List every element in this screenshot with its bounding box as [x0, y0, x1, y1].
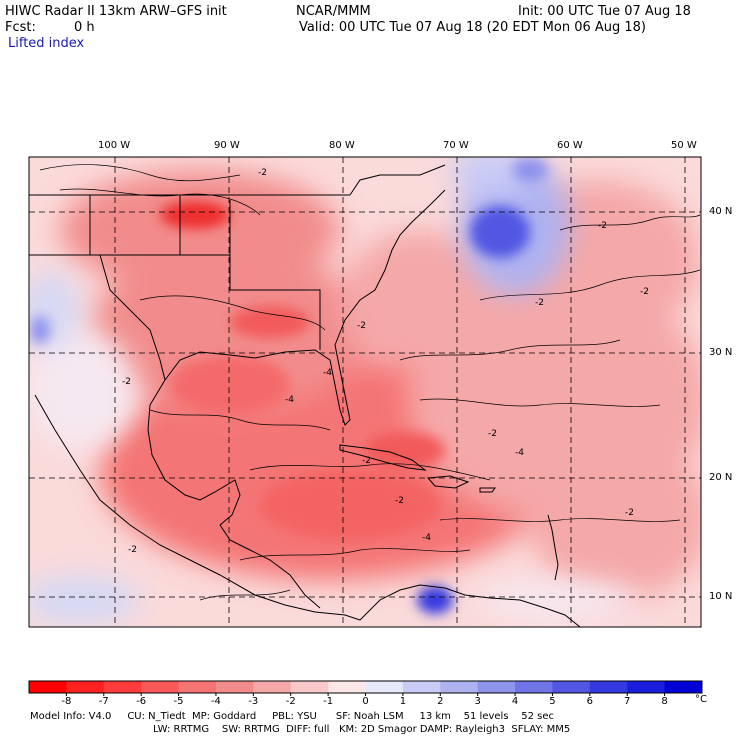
- legend-swatch: [290, 681, 329, 693]
- model-title: HIWC Radar II 13km ARW–GFS init: [5, 4, 227, 19]
- lon-label: 90 W: [214, 140, 240, 151]
- fcst-value: 0 h: [74, 20, 95, 35]
- contour-label: -2: [395, 496, 404, 506]
- legend-label: -4: [210, 696, 221, 707]
- lon-label: 80 W: [329, 140, 355, 151]
- legend-label: -8: [61, 696, 72, 707]
- lon-label: 100 W: [98, 140, 131, 151]
- legend-label: -1: [323, 696, 334, 707]
- legend-label: -2: [285, 696, 296, 707]
- contour-label: -2: [362, 456, 371, 466]
- lat-label: 30 N: [709, 347, 733, 358]
- fcst-label: Fcst:: [5, 20, 36, 35]
- model-info-line2: LW: RRTMG SW: RRTMG DIFF: full KM: 2D Sm…: [153, 724, 571, 735]
- legend-label: 6: [586, 696, 594, 707]
- legend-swatch: [440, 681, 479, 693]
- legend-label: 8: [661, 696, 668, 707]
- lifted-index-field: -2 -2 -2 -4 -2 -4 -2 -2 -2 -2 -4 -2 -2 -…: [29, 157, 701, 627]
- contour-label: -4: [422, 533, 431, 543]
- lon-label: 70 W: [443, 140, 469, 151]
- legend-swatch: [365, 681, 404, 693]
- lat-label: 20 N: [709, 472, 733, 483]
- legend-swatch: [215, 681, 254, 693]
- lat-label: 10 N: [709, 591, 733, 602]
- lon-label: 60 W: [557, 140, 583, 151]
- legend-label: -5: [173, 696, 184, 707]
- legend-swatch: [627, 681, 666, 693]
- contour-label: -2: [598, 221, 607, 231]
- contour-label: -4: [323, 368, 332, 378]
- lat-label: 40 N: [709, 206, 733, 217]
- legend-label: 5: [549, 696, 556, 707]
- legend-label: -7: [98, 696, 109, 707]
- contour-label: -2: [535, 298, 544, 308]
- valid-time: Valid: 00 UTC Tue 07 Aug 18 (20 EDT Mon …: [299, 20, 647, 35]
- legend-swatch: [328, 681, 366, 693]
- legend-swatch: [552, 681, 591, 693]
- legend-label: 0: [362, 696, 369, 707]
- legend-label: 7: [624, 696, 631, 707]
- contour-label: -2: [357, 321, 366, 331]
- color-legend: [28, 680, 703, 696]
- legend-label: -6: [136, 696, 147, 707]
- contour-label: -2: [488, 429, 497, 439]
- legend-swatch: [253, 681, 292, 693]
- init-time: Init: 00 UTC Tue 07 Aug 18: [518, 4, 691, 19]
- legend-swatch: [178, 681, 217, 693]
- legend-label: 3: [474, 696, 481, 707]
- legend-swatch: [477, 681, 516, 693]
- contour-label: -4: [285, 395, 294, 405]
- field-name: Lifted index: [8, 36, 85, 51]
- contour-label: -2: [122, 377, 131, 387]
- model-info-line1: Model Info: V4.0 CU: N_Tiedt MP: Goddard…: [30, 711, 555, 722]
- legend-swatch: [515, 681, 553, 693]
- legend-label: 2: [437, 696, 444, 707]
- legend-swatch: [103, 681, 142, 693]
- contour-label: -4: [515, 448, 524, 458]
- legend-swatch: [664, 681, 703, 693]
- legend-swatch: [66, 681, 105, 693]
- legend-label: -3: [248, 696, 259, 707]
- legend-swatch: [402, 681, 441, 693]
- contour-label: -2: [625, 508, 634, 518]
- legend-swatch: [141, 681, 180, 693]
- map-frame: [28, 156, 702, 628]
- contour-label: -2: [128, 545, 137, 555]
- legend-swatch: [29, 681, 67, 693]
- org-label: NCAR/MMM: [296, 4, 371, 19]
- legend-swatch: [589, 681, 628, 693]
- legend-label: 4: [511, 696, 519, 707]
- legend-unit: °C: [695, 694, 707, 705]
- lon-label: 50 W: [671, 140, 697, 151]
- contour-label: -2: [258, 168, 267, 178]
- contour-label: -2: [640, 287, 649, 297]
- legend-label: 1: [399, 696, 407, 707]
